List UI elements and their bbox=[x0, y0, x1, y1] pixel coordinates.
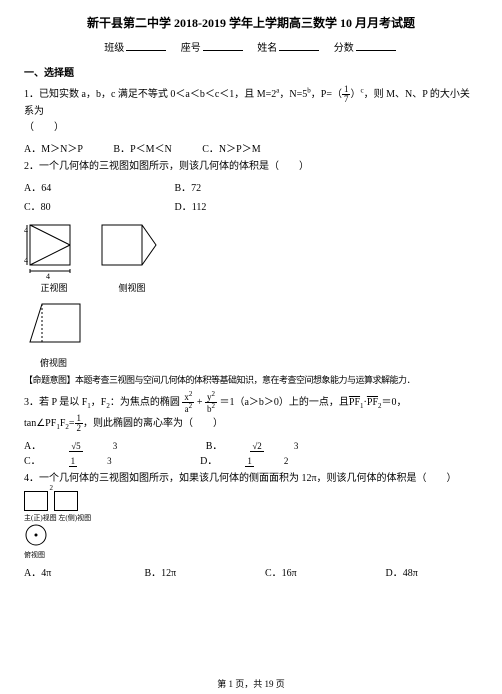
opt-a: A．M＞N＞P bbox=[24, 140, 83, 155]
t: A． bbox=[24, 437, 41, 452]
den: 3 bbox=[111, 442, 120, 451]
q4-top-view bbox=[24, 523, 50, 547]
q3-options: A．√53 B．√23 C．13 D．12 bbox=[24, 437, 478, 467]
label: 正视图 bbox=[40, 281, 67, 294]
blank bbox=[126, 50, 166, 51]
label: 俯视图 bbox=[40, 356, 67, 369]
question-2: 2．一个几何体的三视图如图所示，则该几何体的体积是（ ） bbox=[24, 159, 478, 175]
den: 3 bbox=[105, 457, 114, 466]
num: 1 bbox=[245, 457, 254, 467]
question-4: 4．一个几何体的三视图如图所示，如果该几何体的侧面面积为 12π，则该几何体的体… bbox=[24, 471, 478, 487]
label: 侧视图 bbox=[118, 281, 145, 294]
opt-a: A． √5 3 bbox=[24, 437, 175, 452]
q4-labels-2: 俯视图 bbox=[24, 550, 478, 560]
t: ，F bbox=[91, 397, 107, 408]
frac: √2 3 bbox=[250, 442, 328, 452]
den: 2 bbox=[282, 457, 291, 466]
opt-c: C．80 bbox=[24, 198, 144, 213]
section-header: 一、选择题 bbox=[24, 64, 478, 79]
side-view: 侧视图 bbox=[98, 219, 166, 294]
q2-options-1: A．64 B．72 bbox=[24, 179, 478, 194]
den: a2 bbox=[183, 403, 195, 414]
q1-options: A．M＞N＞P B．P＜M＜N C．N＞P＞M bbox=[24, 140, 478, 155]
opt-d: D．12 bbox=[200, 452, 346, 467]
frac: 12 bbox=[245, 457, 318, 467]
opt-a: A．64 bbox=[24, 179, 144, 194]
exam-title: 新干县第二中学 2018-2019 学年上学期高三数学 10 月月考试题 bbox=[24, 14, 478, 31]
frac: √5 3 bbox=[69, 442, 147, 452]
sup: 2 bbox=[211, 390, 215, 398]
opt-c: C．16π bbox=[265, 564, 355, 579]
opt-c: C．13 bbox=[24, 452, 170, 467]
q4-labels-1: 主(正)视图 左(侧)视图 bbox=[24, 513, 478, 523]
q2-options-2: C．80 D．112 bbox=[24, 198, 478, 213]
sup: 2 bbox=[211, 402, 215, 410]
label-name: 姓名 bbox=[257, 43, 277, 54]
sup: 2 bbox=[189, 390, 193, 398]
q2-note: 【命题意图】本题考查三视图与空间几何体的体积等基础知识，意在考查空间想象能力与运… bbox=[24, 373, 478, 387]
q4-front: 2 bbox=[24, 491, 48, 511]
num: √5 bbox=[69, 442, 82, 452]
label-seat: 座号 bbox=[181, 43, 201, 54]
page-footer: 第 1 页，共 19 页 bbox=[0, 677, 502, 690]
num: 1 bbox=[69, 457, 78, 467]
sup: 2 bbox=[189, 402, 193, 410]
svg-text:4: 4 bbox=[46, 272, 50, 281]
den: b2 bbox=[205, 403, 217, 414]
t: + bbox=[197, 397, 203, 408]
question-3: 3．若 P 是以 F1，F2：为焦点的椭圆 x2a2 + y2b2 ＝1（a＞b… bbox=[24, 391, 478, 433]
label-class: 班级 bbox=[104, 43, 124, 54]
opt-a: A．4π bbox=[24, 564, 114, 579]
top-view-svg bbox=[26, 300, 90, 356]
side-view-svg bbox=[98, 219, 166, 281]
t: B． bbox=[206, 437, 223, 452]
q1-text: 1．已知实数 a，b，c 满足不等式 0＜a＜b＜c＜1，且 M=2 bbox=[24, 89, 276, 100]
opt-c: C．N＞P＞M bbox=[202, 140, 260, 155]
q4-views-top: 2 bbox=[24, 491, 478, 511]
t: ＝1（a＞b＞0）上的一点，且 bbox=[219, 397, 348, 408]
opt-d: D．48π bbox=[386, 564, 418, 579]
frac: 13 bbox=[69, 457, 142, 467]
t: ：为焦点的椭圆 bbox=[110, 397, 180, 408]
den: 3 bbox=[292, 442, 301, 451]
vec: PF bbox=[349, 397, 360, 408]
front-view: 4 4 4 正视图 bbox=[24, 219, 84, 294]
t: ，N=5 bbox=[279, 89, 307, 100]
t: 3．若 P 是以 F bbox=[24, 397, 87, 408]
vec: PF bbox=[367, 397, 378, 408]
opt-b: B．12π bbox=[145, 564, 235, 579]
t: ） bbox=[350, 89, 360, 100]
frac: x2a2 bbox=[182, 391, 194, 414]
frac: 12 bbox=[75, 414, 84, 433]
t: 主(正)视图 bbox=[24, 514, 57, 522]
opt-b: B． √2 3 bbox=[206, 437, 357, 452]
q4-side bbox=[54, 491, 78, 511]
t: 左(侧)视图 bbox=[58, 514, 91, 522]
den: 2 bbox=[75, 424, 84, 433]
question-1: 1．已知实数 a，b，c 满足不等式 0＜a＜b＜c＜1，且 M=2a，N=5b… bbox=[24, 85, 478, 136]
label-score: 分数 bbox=[334, 43, 354, 54]
three-view-diagram-1: 4 4 4 正视图 侧视图 bbox=[24, 219, 478, 294]
opt-b: B．72 bbox=[175, 179, 202, 194]
front-view-svg: 4 4 4 bbox=[24, 219, 84, 281]
t: ＝0， bbox=[382, 397, 407, 408]
blank bbox=[203, 50, 243, 51]
opt-b: B．P＜M＜N bbox=[113, 140, 171, 155]
top-view: 俯视图 bbox=[26, 300, 478, 369]
t: C． bbox=[24, 452, 41, 467]
t: ，则此椭圆的离心率为（ ） bbox=[83, 418, 223, 429]
student-info: 班级 座号 姓名 分数 bbox=[24, 39, 478, 54]
t: tan∠PF bbox=[24, 418, 56, 429]
paren: （ ） bbox=[24, 120, 478, 136]
opt-d: D．112 bbox=[175, 198, 207, 213]
blank bbox=[356, 50, 396, 51]
t: ，P=（ bbox=[311, 89, 342, 100]
q4-options: A．4π B．12π C．16π D．48π bbox=[24, 564, 478, 579]
num: √2 bbox=[250, 442, 263, 452]
frac: y2b2 bbox=[205, 391, 217, 414]
blank bbox=[279, 50, 319, 51]
t: D． bbox=[200, 452, 217, 467]
